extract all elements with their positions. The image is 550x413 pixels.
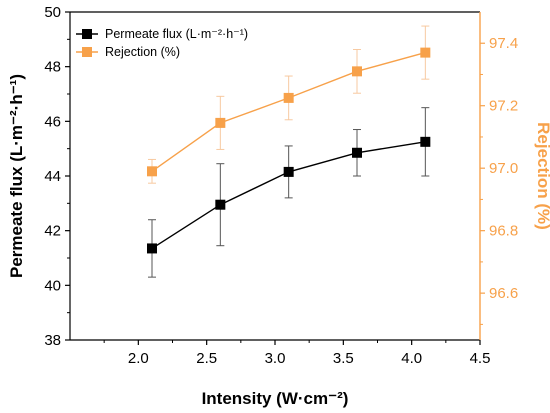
y-right-tick-label: 96.8 bbox=[489, 223, 518, 240]
x-tick-label: 2.0 bbox=[128, 350, 149, 367]
flux-data-point bbox=[420, 136, 431, 147]
flux-data-point bbox=[215, 199, 226, 210]
y-left-tick-label: 42 bbox=[44, 223, 61, 240]
y-right-tick-label: 97.4 bbox=[489, 35, 518, 52]
legend-rejection-label: Rejection (%) bbox=[105, 45, 180, 59]
plot-area: 2.0 2.5 3.0 3.5 4.0 4.5 38 40 42 44 46 48 50 96.6 96.8… bbox=[7, 4, 550, 408]
x-axis-title: Intensity (W·cm⁻²) bbox=[202, 389, 349, 408]
x-tick-label: 4.5 bbox=[470, 350, 491, 367]
x-tick-label: 4.0 bbox=[401, 350, 422, 367]
y-left-tick-label: 50 bbox=[44, 4, 61, 21]
legend-flux-marker bbox=[82, 29, 92, 39]
y-left-tick-label: 38 bbox=[44, 332, 61, 349]
flux-data-point bbox=[147, 243, 157, 254]
legend-flux-label: Permeate flux (L·m⁻²·h⁻¹) bbox=[105, 27, 248, 41]
rejection-data-point bbox=[283, 92, 294, 103]
y-right-tick-label: 96.6 bbox=[489, 285, 518, 302]
rejection-data-point bbox=[420, 47, 431, 58]
y-right-tick-label: 97.0 bbox=[489, 160, 518, 177]
flux-data-point bbox=[352, 147, 362, 158]
y-right-tick-label: 97.2 bbox=[489, 98, 518, 115]
legend: Permeate flux (L·m⁻²·h⁻¹) Rejection (%) bbox=[76, 27, 248, 59]
rejection-data-point bbox=[352, 66, 362, 77]
x-tick-label: 3.5 bbox=[333, 350, 354, 367]
y-left-tick-label: 44 bbox=[44, 168, 61, 185]
rejection-data-point bbox=[147, 166, 157, 177]
y-left-axis-title: Permeate flux (L·m⁻²·h⁻¹) bbox=[7, 74, 26, 278]
x-tick-label: 2.5 bbox=[196, 350, 217, 367]
rejection-data-point bbox=[215, 117, 226, 128]
y-left-tick-label: 48 bbox=[44, 59, 61, 76]
y-left-tick-label: 46 bbox=[44, 113, 61, 130]
x-tick-label: 3.0 bbox=[265, 350, 286, 367]
legend-rejection-marker bbox=[82, 47, 92, 57]
y-left-tick-label: 40 bbox=[44, 277, 61, 294]
flux-data-point bbox=[283, 166, 294, 177]
y-right-axis-title: Rejection (%) bbox=[534, 122, 550, 230]
